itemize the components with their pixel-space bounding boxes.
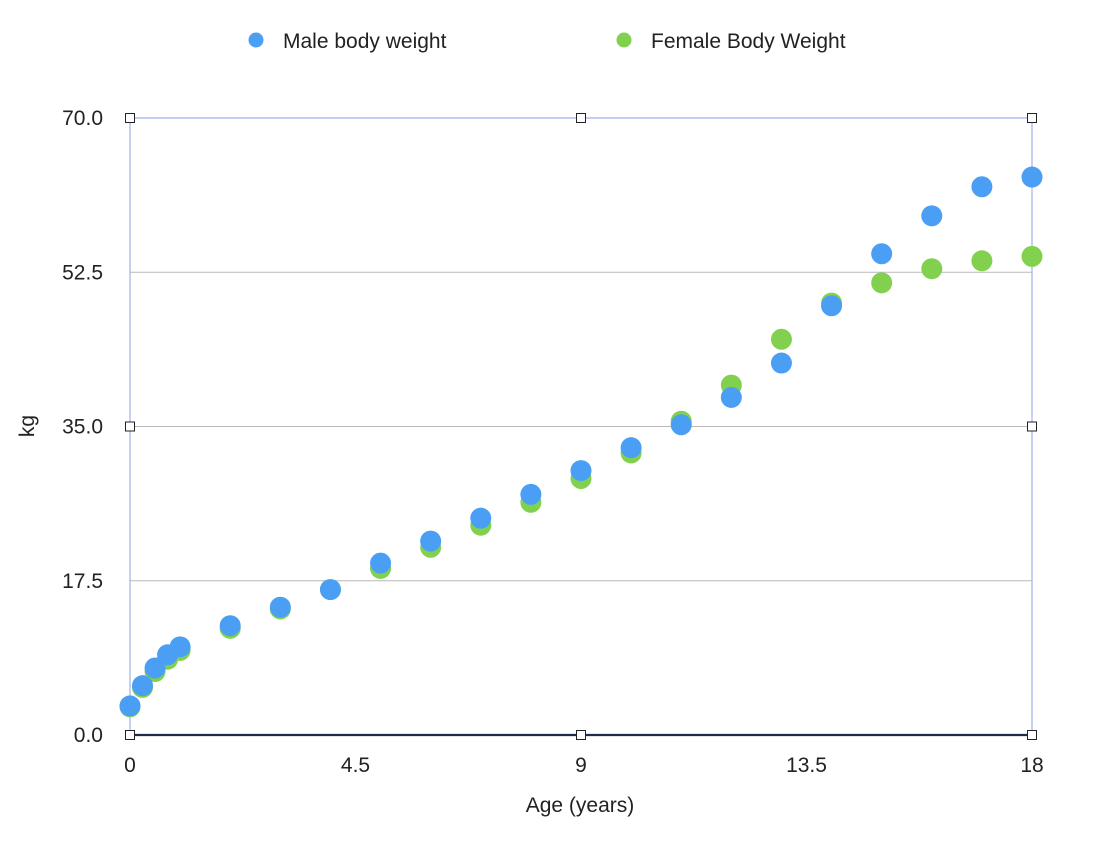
data-point <box>821 295 843 317</box>
data-point <box>971 176 993 198</box>
data-point <box>144 657 166 679</box>
x-axis: 0 4.5 9 13.5 18 <box>124 754 1044 777</box>
data-point <box>770 352 792 374</box>
data-point <box>269 596 291 618</box>
data-point <box>169 636 191 658</box>
x-tick-label: 18 <box>1020 754 1043 777</box>
resize-handle[interactable] <box>125 421 135 432</box>
data-point <box>1021 245 1043 267</box>
data-point <box>1021 166 1043 188</box>
data-point <box>770 328 792 350</box>
legend-marker <box>616 32 632 48</box>
data-point <box>520 483 542 505</box>
data-point <box>921 205 943 227</box>
y-axis-label: kg <box>16 415 39 437</box>
x-tick-label: 9 <box>575 754 587 777</box>
legend: Male body weight Female Body Weight <box>248 30 846 53</box>
data-point <box>921 258 943 280</box>
gridlines <box>130 271 1032 582</box>
resize-handle[interactable] <box>576 730 586 740</box>
y-axis: 0.0 17.5 35.0 52.5 70.0 <box>62 107 103 747</box>
resize-handle[interactable] <box>576 113 586 123</box>
y-tick-label: 17.5 <box>62 570 103 593</box>
data-point <box>132 675 154 697</box>
y-tick-label: 35.0 <box>62 416 103 439</box>
resize-handle[interactable] <box>1027 421 1037 432</box>
data-point <box>570 460 592 482</box>
x-tick-label: 13.5 <box>786 754 827 777</box>
y-tick-label: 0.0 <box>74 724 103 747</box>
data-points <box>119 166 1043 718</box>
x-tick-label: 0 <box>124 754 136 777</box>
y-tick-label: 70.0 <box>62 107 103 130</box>
data-point <box>219 615 241 637</box>
legend-label: Female Body Weight <box>651 30 846 53</box>
data-point <box>670 414 692 436</box>
y-tick-label: 52.5 <box>62 261 103 284</box>
resize-handle[interactable] <box>125 113 135 123</box>
legend-item: Male body weight <box>248 30 447 53</box>
data-point <box>319 579 341 601</box>
legend-marker <box>248 32 264 48</box>
selection-handles[interactable] <box>125 113 1037 740</box>
data-point <box>620 437 642 459</box>
data-point <box>470 507 492 529</box>
x-tick-label: 4.5 <box>341 754 370 777</box>
resize-handle[interactable] <box>1027 730 1037 740</box>
data-point <box>119 695 141 717</box>
x-axis-label: Age (years) <box>526 794 635 817</box>
data-point <box>420 530 442 552</box>
data-point <box>871 243 893 265</box>
legend-item: Female Body Weight <box>616 30 846 53</box>
legend-label: Male body weight <box>283 30 447 53</box>
data-point <box>720 386 742 408</box>
resize-handle[interactable] <box>1027 113 1037 123</box>
data-point <box>871 272 893 294</box>
data-point <box>971 250 993 272</box>
resize-handle[interactable] <box>125 730 135 740</box>
data-point <box>370 552 392 574</box>
